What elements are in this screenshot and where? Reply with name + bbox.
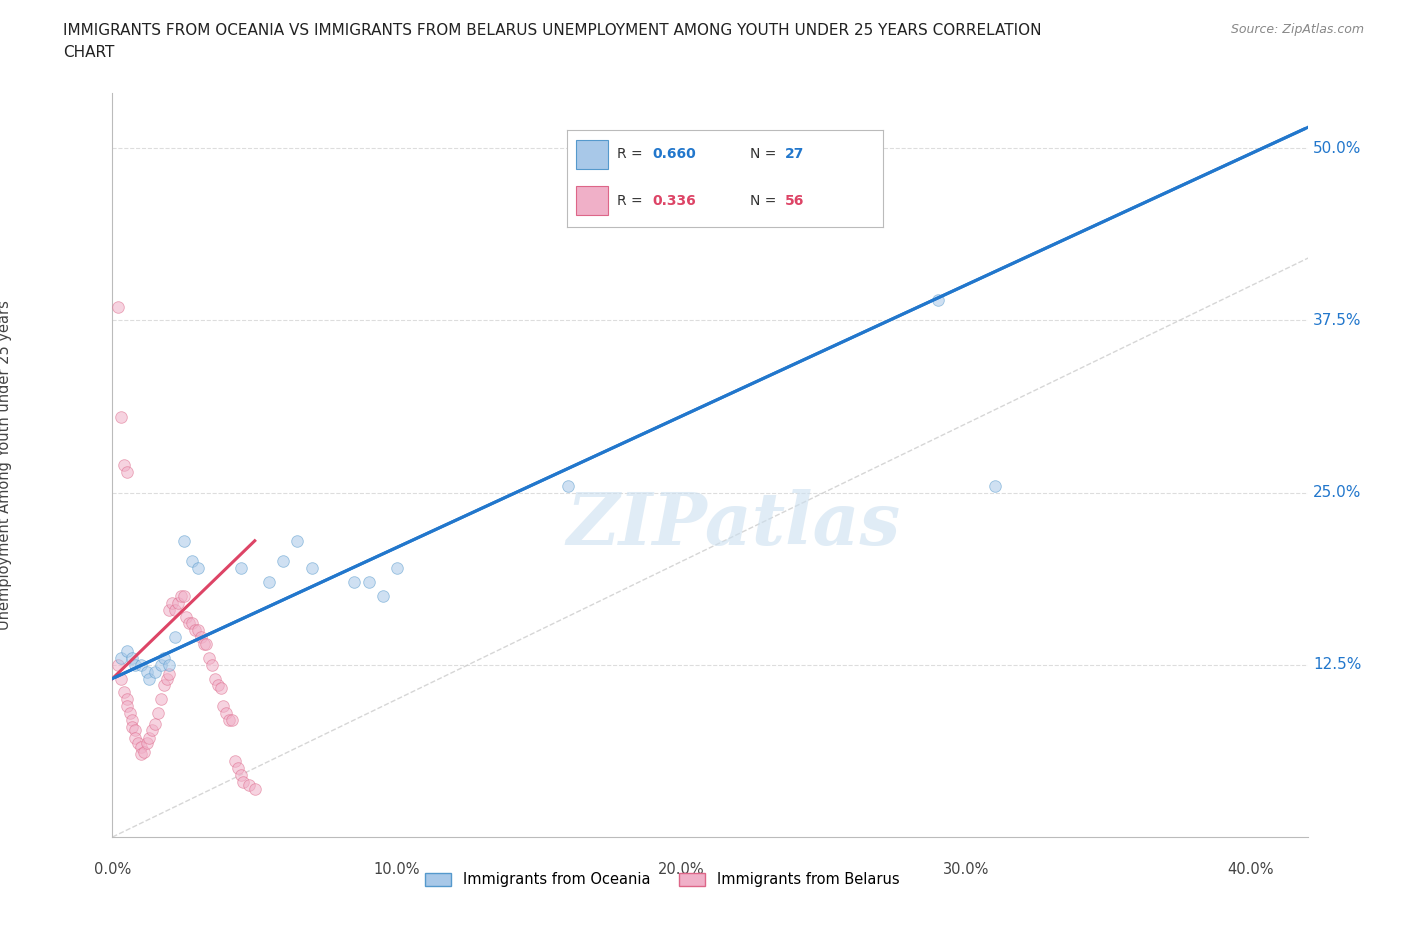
Point	[179, 616, 201, 631]
Point	[112, 684, 135, 699]
Text: ZIPatlas: ZIPatlas	[567, 489, 901, 560]
Point	[193, 637, 215, 652]
Point	[129, 747, 152, 762]
Point	[187, 561, 209, 576]
Point	[138, 730, 160, 745]
Point	[204, 671, 226, 686]
Point	[212, 698, 235, 713]
Point	[121, 650, 143, 665]
Point	[124, 658, 146, 672]
Point	[115, 644, 138, 658]
Point	[155, 671, 177, 686]
Point	[157, 658, 180, 672]
Point	[181, 554, 204, 569]
Point	[229, 767, 252, 782]
Point	[165, 630, 187, 644]
Point	[124, 730, 146, 745]
Point	[132, 744, 155, 759]
Point	[176, 609, 198, 624]
Point	[173, 589, 195, 604]
Point	[165, 603, 187, 618]
Point	[226, 761, 249, 776]
Point	[115, 464, 138, 479]
Point	[232, 775, 254, 790]
Point	[162, 595, 183, 610]
Point	[110, 409, 132, 424]
Point	[173, 533, 195, 548]
Point	[129, 658, 152, 672]
Text: 20.0%: 20.0%	[658, 862, 704, 877]
Point	[107, 658, 129, 672]
Point	[385, 561, 408, 576]
Point	[121, 719, 143, 734]
Point	[215, 706, 238, 721]
Point	[115, 692, 138, 707]
Text: 10.0%: 10.0%	[374, 862, 420, 877]
Point	[557, 478, 579, 493]
Point	[110, 650, 132, 665]
Point	[167, 595, 190, 610]
Text: 50.0%: 50.0%	[1313, 140, 1361, 155]
Point	[143, 664, 166, 679]
Point	[146, 706, 169, 721]
Point	[110, 671, 132, 686]
Text: 0.0%: 0.0%	[94, 862, 131, 877]
Point	[152, 650, 174, 665]
Point	[195, 637, 218, 652]
Point	[124, 722, 146, 737]
Point	[927, 292, 949, 307]
Point	[129, 740, 152, 755]
Point	[135, 736, 157, 751]
Point	[107, 299, 129, 314]
Point	[243, 781, 266, 796]
Point	[983, 478, 1005, 493]
Point	[138, 671, 160, 686]
Point	[218, 712, 240, 727]
Point	[357, 575, 380, 590]
Legend: Immigrants from Oceania, Immigrants from Belarus: Immigrants from Oceania, Immigrants from…	[419, 866, 905, 893]
Point	[170, 589, 193, 604]
Point	[287, 533, 309, 548]
Text: 30.0%: 30.0%	[943, 862, 990, 877]
Point	[118, 706, 141, 721]
Point	[157, 667, 180, 682]
Point	[190, 630, 212, 644]
Point	[207, 678, 229, 693]
Point	[135, 664, 157, 679]
Point	[271, 554, 294, 569]
Point	[229, 561, 252, 576]
Text: 37.5%: 37.5%	[1313, 312, 1362, 328]
Point	[127, 736, 149, 751]
Text: IMMIGRANTS FROM OCEANIA VS IMMIGRANTS FROM BELARUS UNEMPLOYMENT AMONG YOUTH UNDE: IMMIGRANTS FROM OCEANIA VS IMMIGRANTS FR…	[63, 23, 1042, 38]
Text: CHART: CHART	[63, 45, 115, 60]
Point	[115, 698, 138, 713]
Text: 12.5%: 12.5%	[1313, 658, 1361, 672]
Point	[221, 712, 243, 727]
Point	[301, 561, 323, 576]
Point	[149, 692, 172, 707]
Point	[157, 603, 180, 618]
Point	[121, 712, 143, 727]
Point	[141, 722, 163, 737]
Text: Source: ZipAtlas.com: Source: ZipAtlas.com	[1230, 23, 1364, 36]
Text: 25.0%: 25.0%	[1313, 485, 1361, 500]
Point	[343, 575, 366, 590]
Point	[187, 623, 209, 638]
Point	[257, 575, 280, 590]
Point	[371, 589, 394, 604]
Text: Unemployment Among Youth under 25 years: Unemployment Among Youth under 25 years	[0, 300, 11, 630]
Point	[238, 777, 260, 792]
Point	[112, 458, 135, 472]
Point	[181, 616, 204, 631]
Point	[149, 658, 172, 672]
Point	[184, 623, 207, 638]
Point	[198, 650, 221, 665]
Point	[224, 754, 246, 769]
Point	[152, 678, 174, 693]
Point	[143, 717, 166, 732]
Text: 40.0%: 40.0%	[1227, 862, 1274, 877]
Point	[201, 658, 224, 672]
Point	[209, 681, 232, 696]
